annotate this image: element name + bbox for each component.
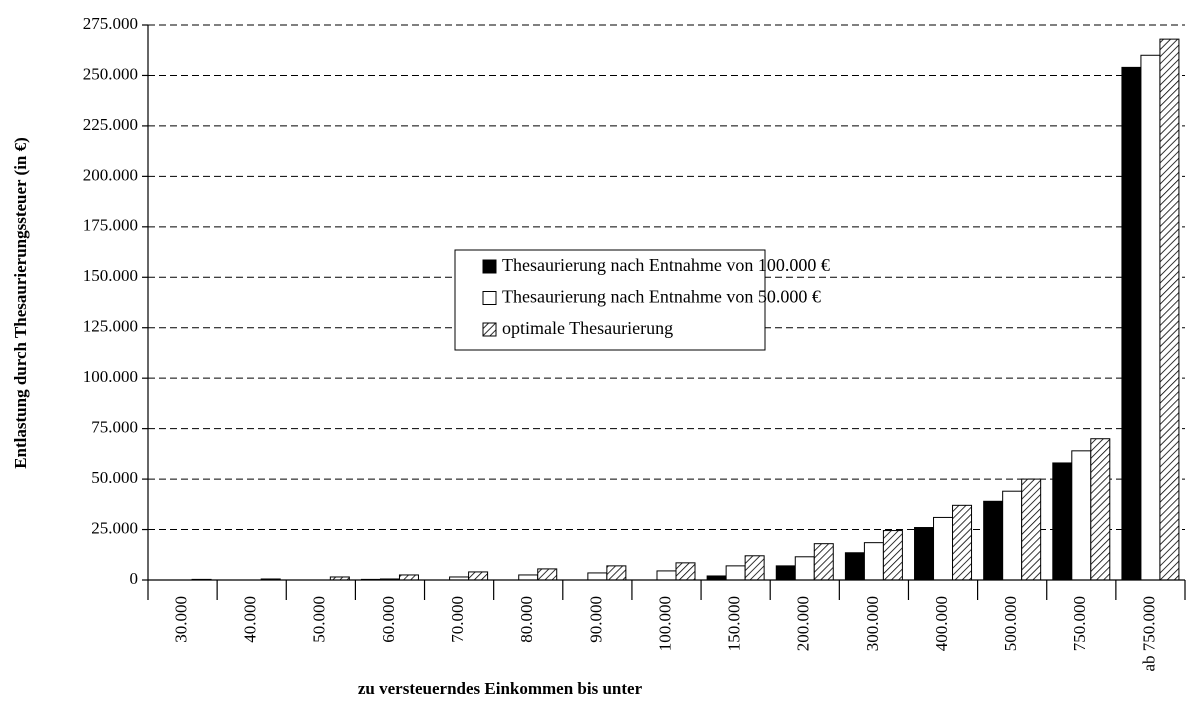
x-tick-label: 70.000	[448, 596, 467, 643]
x-tick-label: 200.000	[794, 596, 813, 651]
bar	[537, 568, 558, 581]
bar	[1090, 438, 1111, 581]
y-tick-label: 125.000	[83, 317, 138, 336]
legend-label: optimale Thesaurierung	[502, 318, 673, 338]
y-tick-label: 250.000	[83, 64, 138, 83]
bar	[933, 516, 954, 581]
x-tick-label: 30.000	[171, 596, 190, 643]
bar	[606, 565, 627, 581]
bar	[398, 574, 419, 581]
y-tick-label: 275.000	[83, 14, 138, 33]
bar	[1071, 450, 1092, 581]
x-tick-label: 300.000	[863, 596, 882, 651]
legend-swatch	[482, 259, 497, 274]
y-tick-label: 150.000	[83, 266, 138, 285]
legend-label: Thesaurierung nach Entnahme von 100.000 …	[502, 255, 830, 275]
bar	[1121, 66, 1142, 581]
y-tick-label: 75.000	[91, 418, 138, 437]
bar	[775, 565, 796, 581]
bar	[706, 575, 727, 581]
bar	[813, 543, 834, 581]
bar	[1159, 38, 1180, 581]
y-tick-label: 50.000	[91, 468, 138, 487]
x-tick-label: 750.000	[1070, 596, 1089, 651]
x-tick-label: 40.000	[241, 596, 260, 643]
x-tick-label: ab 750.000	[1139, 596, 1158, 672]
bar	[983, 500, 1004, 581]
bar	[1021, 478, 1042, 581]
y-tick-label: 175.000	[83, 216, 138, 235]
legend-swatch	[482, 322, 497, 337]
bar	[675, 562, 696, 581]
bar	[844, 552, 865, 581]
bar	[656, 570, 677, 581]
bar	[587, 572, 608, 581]
y-tick-label: 25.000	[91, 518, 138, 537]
x-tick-label: 90.000	[586, 596, 605, 643]
x-tick-label: 100.000	[655, 596, 674, 651]
bar	[882, 530, 903, 581]
y-tick-label: 100.000	[83, 367, 138, 386]
x-tick-label: 400.000	[932, 596, 951, 651]
x-tick-label: 500.000	[1001, 596, 1020, 651]
legend-box	[454, 249, 766, 351]
bar	[1052, 462, 1073, 581]
bar	[1140, 54, 1161, 581]
x-axis-title: zu versteuerndes Einkommen bis unter	[358, 679, 643, 698]
legend-swatch	[482, 291, 497, 305]
legend: Thesaurierung nach Entnahme von 100.000 …	[454, 249, 830, 351]
bar	[794, 556, 815, 581]
y-tick-label: 200.000	[83, 165, 138, 184]
x-tick-label: 60.000	[379, 596, 398, 643]
y-axis-title: Entlastung durch Thesaurierungssteuer (i…	[11, 137, 30, 469]
bar	[1002, 490, 1023, 581]
bar	[518, 574, 539, 581]
y-tick-label: 225.000	[83, 115, 138, 134]
bar	[863, 542, 884, 581]
bar	[952, 504, 973, 581]
y-tick-label: 0	[130, 569, 139, 588]
bar	[744, 555, 765, 581]
legend-label: Thesaurierung nach Entnahme von 50.000 €	[502, 287, 821, 307]
x-tick-label: 50.000	[310, 596, 329, 643]
bar	[725, 565, 746, 581]
bar	[914, 527, 935, 581]
x-tick-label: 80.000	[517, 596, 536, 643]
x-tick-label: 150.000	[725, 596, 744, 651]
bar	[468, 571, 489, 581]
